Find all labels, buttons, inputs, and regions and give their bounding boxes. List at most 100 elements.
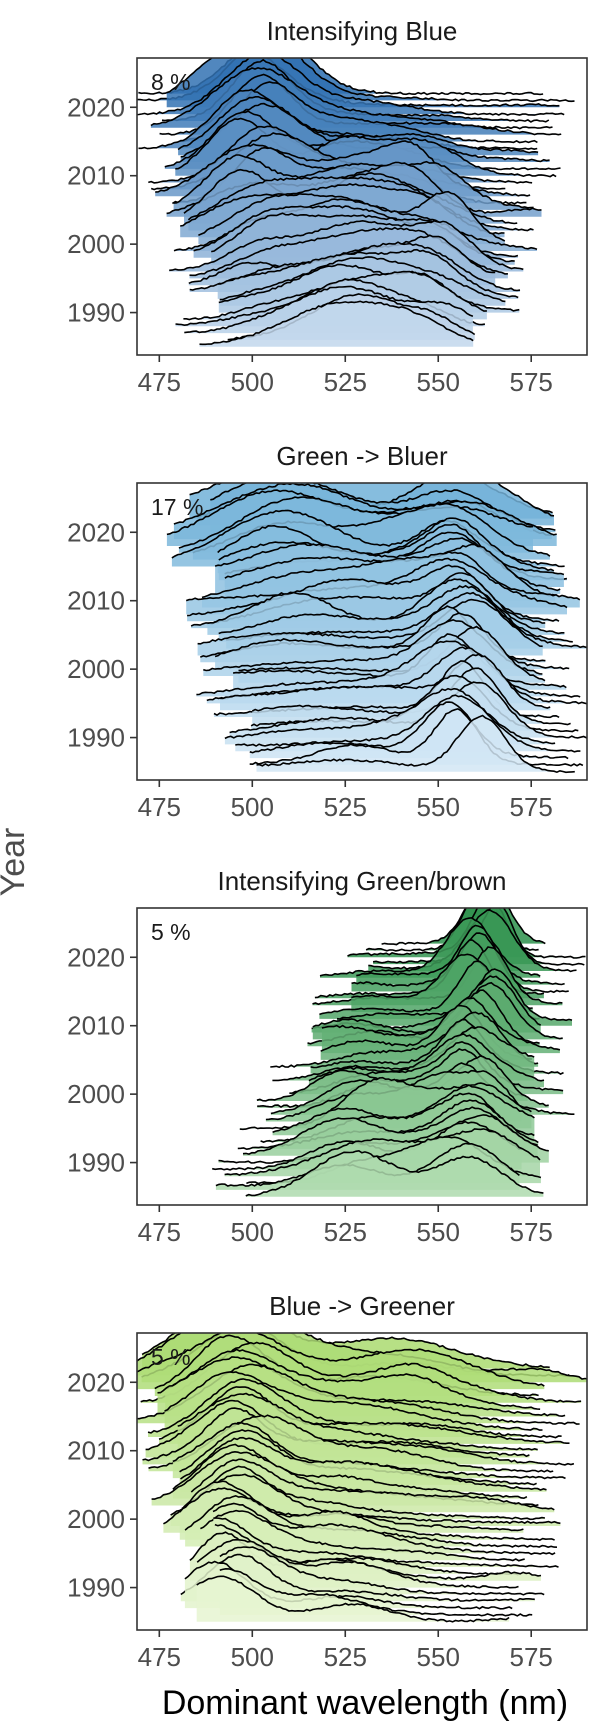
ridge-fill-1989	[219, 1547, 545, 1595]
y-tick-label: 2020	[67, 517, 125, 547]
panel-1: Intensifying Blue 8 % 1990 2000 2010 2020 475 5…	[67, 16, 588, 397]
x-tick-label: 575	[510, 367, 553, 397]
x-tick-label: 475	[138, 792, 181, 822]
ridge-line-2010	[177, 1392, 538, 1451]
ridge-line-1991	[242, 1106, 538, 1155]
panel-3: Intensifying Green/brown 5 % 1990 2000 2010 2…	[67, 866, 588, 1247]
ridge-line-1997	[179, 1487, 555, 1541]
y-tick-label: 2000	[67, 654, 125, 684]
x-tick-label: 550	[417, 367, 460, 397]
x-tick-label: 550	[417, 1217, 460, 1247]
x-tick-label: 550	[417, 792, 460, 822]
ridge-line-1994	[200, 1509, 525, 1562]
x-tick-label: 575	[510, 1217, 553, 1247]
ridge-fill-1986	[249, 708, 583, 766]
y-tick-label: 1990	[67, 1148, 125, 1178]
percent-label: 8 %	[151, 69, 191, 95]
ridge-line-1996	[196, 640, 581, 698]
ridge-line-2017	[150, 67, 553, 130]
panel-title: Intensifying Green/brown	[217, 866, 506, 896]
percent-label: 17 %	[151, 494, 203, 520]
ridge-line-1990	[196, 1539, 519, 1589]
ridge-line-1995	[206, 646, 587, 705]
y-tick-label: 2000	[67, 1504, 125, 1534]
panel-title: Intensifying Blue	[267, 16, 458, 46]
panel-frame	[136, 1332, 588, 1631]
y-tick-label: 2020	[67, 942, 125, 972]
ridge-line-2005	[173, 154, 534, 209]
y-tick-label: 1990	[67, 298, 125, 328]
ridge-line-2017	[178, 496, 534, 549]
ridge-line-2013	[164, 1371, 543, 1431]
ridge-fill-1993	[213, 1518, 559, 1568]
y-tick-label: 2010	[67, 161, 125, 191]
x-tick-label: 475	[138, 1217, 181, 1247]
ridge-line-2002	[197, 598, 543, 648]
ridge-line-2016	[356, 924, 565, 986]
x-tick-label: 575	[510, 792, 553, 822]
ridge-line-2016	[164, 1348, 541, 1410]
ridge-line-1989	[219, 1546, 545, 1596]
y-tick-label: 2000	[67, 1079, 125, 1109]
x-tick-label: 525	[324, 367, 367, 397]
panels: Intensifying Blue 8 % 1990 2000 2010 2020 475 5…	[67, 16, 588, 1672]
ridges	[212, 908, 586, 1197]
y-tick-label: 2010	[67, 1436, 125, 1466]
x-tick-label: 525	[324, 1217, 367, 1247]
ridge-line-1985	[199, 300, 474, 346]
ridges	[137, 1333, 587, 1623]
ridge-line-1992	[217, 248, 519, 299]
ridge-line-1994	[219, 653, 551, 709]
y-tick-label: 2010	[67, 586, 125, 616]
ridge-line-1991	[219, 256, 506, 303]
ridge-line-1986	[219, 1567, 533, 1617]
ridge-line-2000	[181, 1465, 546, 1521]
y-tick-label: 2020	[67, 92, 125, 122]
ridge-line-1995	[212, 1502, 556, 1556]
ridge-line-2009	[201, 551, 581, 601]
y-tick-label: 2010	[67, 1011, 125, 1041]
ridge-line-2008	[142, 1407, 575, 1466]
x-tick-label: 475	[138, 367, 181, 397]
x-tick-label: 500	[231, 792, 274, 822]
ridge-fill-1985	[199, 301, 474, 347]
panel-frame	[136, 907, 588, 1206]
y-tick-label: 1990	[67, 1573, 125, 1603]
ridge-line-2004	[180, 1436, 547, 1491]
ridge-line-1985	[196, 1575, 510, 1623]
x-tick-label: 575	[510, 1642, 553, 1672]
x-tick-label: 500	[231, 1217, 274, 1247]
ridge-line-2001	[308, 1033, 545, 1082]
ridge-line-1985	[256, 714, 575, 774]
x-tick-label: 525	[324, 792, 367, 822]
panel-2: Green -> Bluer 17 % 1990 2000 2010 2020 475 500…	[67, 441, 588, 822]
y-axis-title: Year	[0, 828, 32, 897]
percent-label: 5 %	[151, 919, 191, 945]
ridge-line-2004	[218, 584, 573, 643]
x-tick-label: 475	[138, 1642, 181, 1672]
panel-frame	[136, 57, 588, 356]
ridge-line-2011	[158, 1386, 570, 1444]
ridge-line-2004	[270, 1011, 539, 1069]
ridge-fill-1986	[219, 1568, 533, 1616]
panel-4: Blue -> Greener 5 % 1990 2000 2010 2020 475 500…	[67, 1291, 588, 1672]
ridge-line-1987	[184, 285, 474, 334]
percent-label: 5 %	[151, 1344, 191, 1370]
ridges	[137, 58, 575, 347]
x-axis-title: Dominant wavelength (nm)	[162, 1684, 568, 1722]
y-tick-label: 1990	[67, 723, 125, 753]
ridge-line-2022	[141, 1333, 550, 1369]
ridge-line-2017	[319, 916, 541, 977]
ridge-fill-1985	[196, 1576, 510, 1622]
panel-title: Blue -> Greener	[269, 1291, 455, 1321]
x-tick-label: 500	[231, 367, 274, 397]
ridge-line-1995	[239, 1076, 532, 1131]
ridge-line-2019	[137, 58, 565, 116]
panel-frame	[136, 482, 588, 781]
x-tick-label: 500	[231, 1642, 274, 1672]
y-tick-label: 2020	[67, 1367, 125, 1397]
ridge-line-2010	[175, 117, 557, 178]
ridge-line-1988	[235, 694, 581, 753]
ridge-line-2019	[137, 1333, 545, 1387]
x-tick-label: 525	[324, 1642, 367, 1672]
